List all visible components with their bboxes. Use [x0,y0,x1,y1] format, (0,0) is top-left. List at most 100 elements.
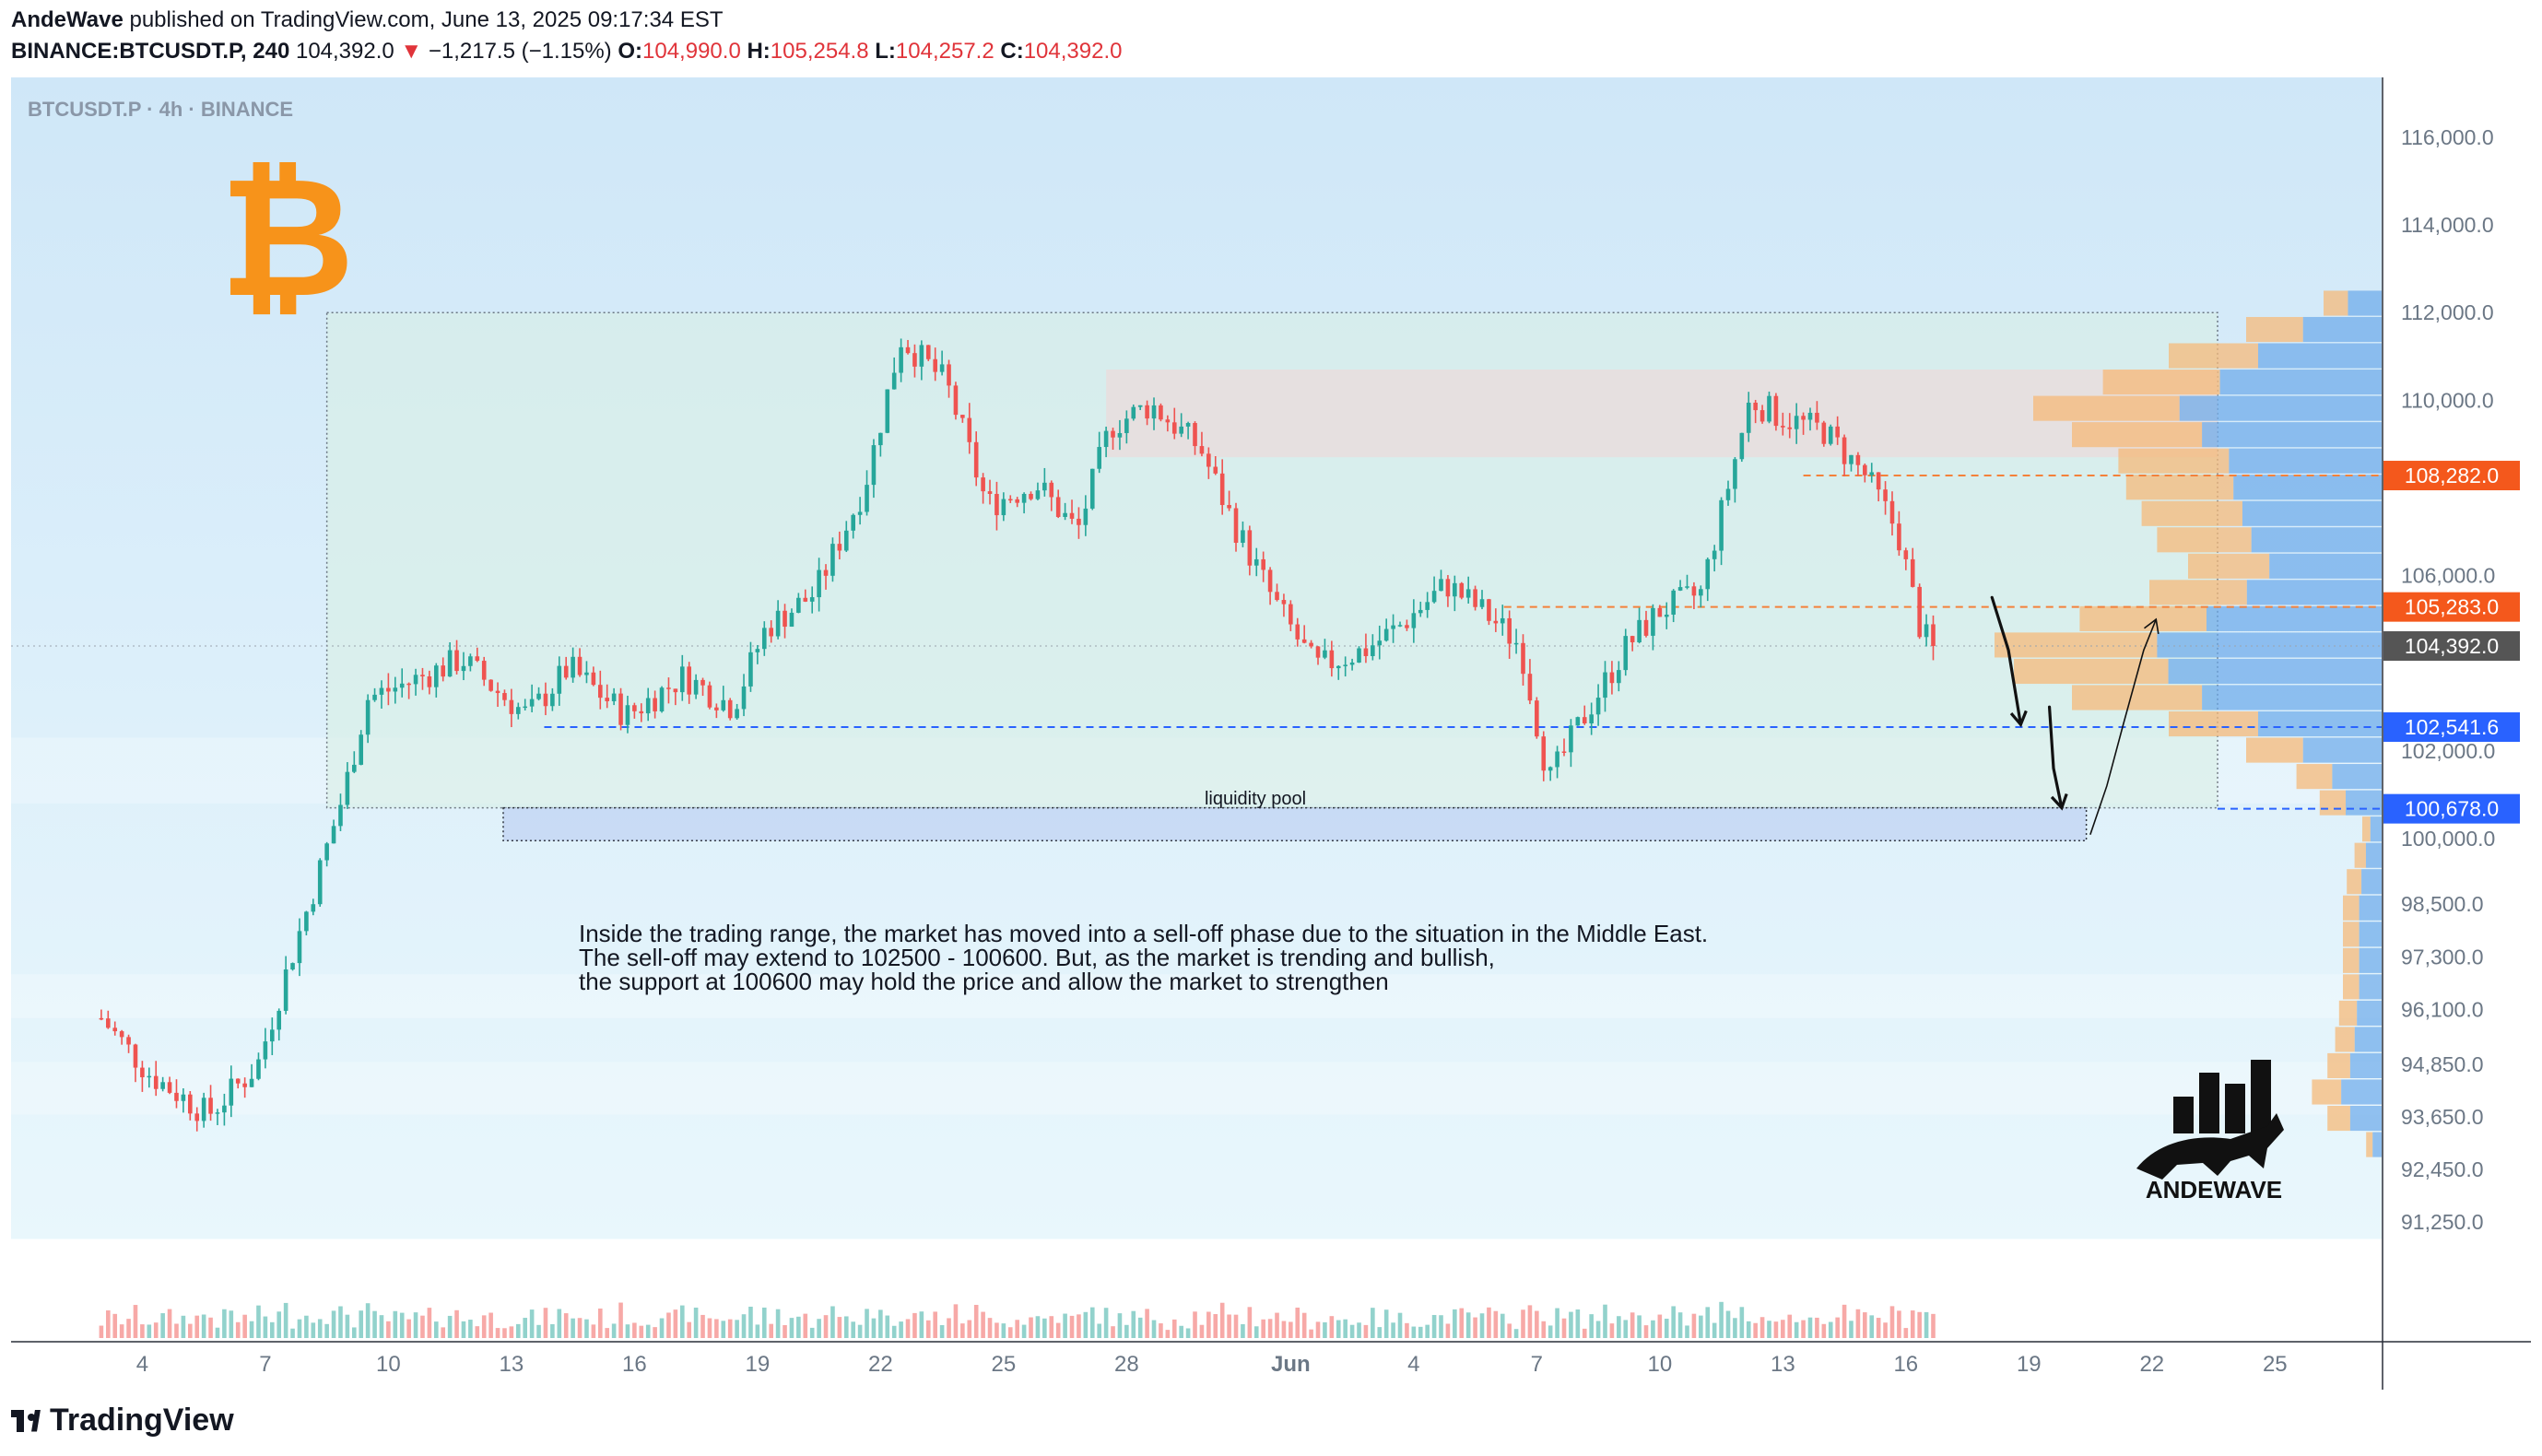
volume-bar [1445,1323,1451,1338]
candle-body [748,652,753,687]
tradingview-footer[interactable]: TradingView [11,1403,234,1438]
profile-row-down-31 [2349,1105,2382,1132]
candle-body [433,665,439,687]
candle-body [994,493,999,516]
volume-bar [1582,1328,1587,1338]
candle-body [1357,648,1361,663]
candle-body [331,826,336,844]
candle-body [406,683,411,686]
symbol-line[interactable]: BINANCE:BTCUSDT.P, 240 [11,39,290,64]
candle-body [1541,736,1547,771]
candle-body [194,1113,200,1121]
volume-bar [577,1318,583,1338]
candle-body [1077,518,1081,525]
candle-body [1787,427,1793,429]
volume-bar [571,1318,575,1338]
price-axis[interactable]: 116,000.0 114,000.0 112,000.0 110,000.0 106,… [2401,125,2495,1234]
candle-body [1733,459,1737,489]
candle-body [324,843,329,861]
projection-arrows [1990,595,2160,835]
change-value: −1,217.5 (−1.15%) [428,39,612,64]
volume-bar [981,1311,985,1338]
candle-body [1617,670,1621,684]
candle-body [359,734,364,765]
profile-row-up-28 [2335,1027,2355,1052]
volume-bar [1733,1318,1737,1338]
candle-body [981,477,985,492]
volume-bar [140,1324,145,1338]
volume-bar [1439,1315,1443,1338]
bull-icon [2136,1113,2284,1180]
candle-body [727,699,733,719]
profile-row-down-32 [2372,1132,2382,1157]
candle-body [311,904,316,912]
author-name[interactable]: AndeWave [11,7,124,32]
candle-body [1705,558,1711,590]
candle-body [153,1075,159,1089]
volume-bar [939,1324,945,1338]
candle-body [1535,700,1539,737]
volume-bar [1691,1313,1697,1338]
candle-body [973,441,979,478]
volume-bar [899,1321,903,1338]
volume-bar [741,1314,747,1338]
volume-bar [666,1312,671,1338]
profile-row-down-19 [2346,790,2382,816]
candle-body [1917,586,1922,638]
candle-body [1267,569,1273,593]
time-axis[interactable]: 4 7 10 13 16 19 22 25 28 Jun 4 7 10 13 16 19 22 25 [136,1352,2288,1377]
volume-bar [1055,1322,1061,1338]
volume-bar [1199,1324,1205,1338]
candle-body [735,709,739,719]
last-price: 104,392.0 [295,39,394,64]
candle-body [1171,422,1177,434]
candle-body [577,656,583,675]
annotation-text: Inside the trading range, the market has… [579,920,1709,995]
price-tick-label: 96,100.0 [2401,997,2484,1021]
volume-bar [1869,1315,1875,1338]
candle-body [1863,464,1867,476]
candle-body [1643,619,1649,636]
volume-bar [1111,1326,1115,1338]
candle-body [1261,558,1265,570]
candle-body [1623,636,1629,671]
candle-body [515,707,521,714]
logo-bar-2 [2199,1073,2219,1133]
volume-bar [1787,1314,1793,1338]
candle-body [1897,523,1901,551]
candle-body [1725,488,1731,500]
volume-bar [290,1328,295,1338]
volume-bar [1459,1308,1465,1338]
candle-body [1712,550,1717,559]
volume-bar [851,1321,855,1338]
candle-body [1007,499,1013,501]
volume-bar [789,1318,794,1338]
candle-body [741,686,747,710]
volume-bar [1247,1307,1253,1338]
candle-body [843,530,849,551]
volume-bar [235,1321,241,1338]
profile-row-down-23 [2359,895,2382,921]
candle-body [639,710,644,714]
candle-body [645,698,651,714]
profile-row-down-1 [2302,316,2382,343]
volume-bar [1828,1321,1833,1338]
candle-body [1137,405,1143,407]
candle-body [427,675,432,687]
candle-body [584,672,589,675]
candle-body [1835,426,1840,438]
candle-body [571,656,575,678]
time-tick-label: 4 [136,1352,148,1377]
liquidity-pool-box [502,806,2088,842]
time-tick-label: 22 [2139,1352,2164,1377]
time-tick-label: 16 [622,1352,647,1377]
candle-body [851,514,855,531]
candle-body [653,698,657,711]
time-tick-label: 13 [500,1352,524,1377]
candle-body [1521,642,1525,675]
candle-body [1383,628,1389,641]
volume-bar [515,1323,521,1338]
candle-body [1289,604,1293,625]
volume-bar [1561,1318,1567,1338]
